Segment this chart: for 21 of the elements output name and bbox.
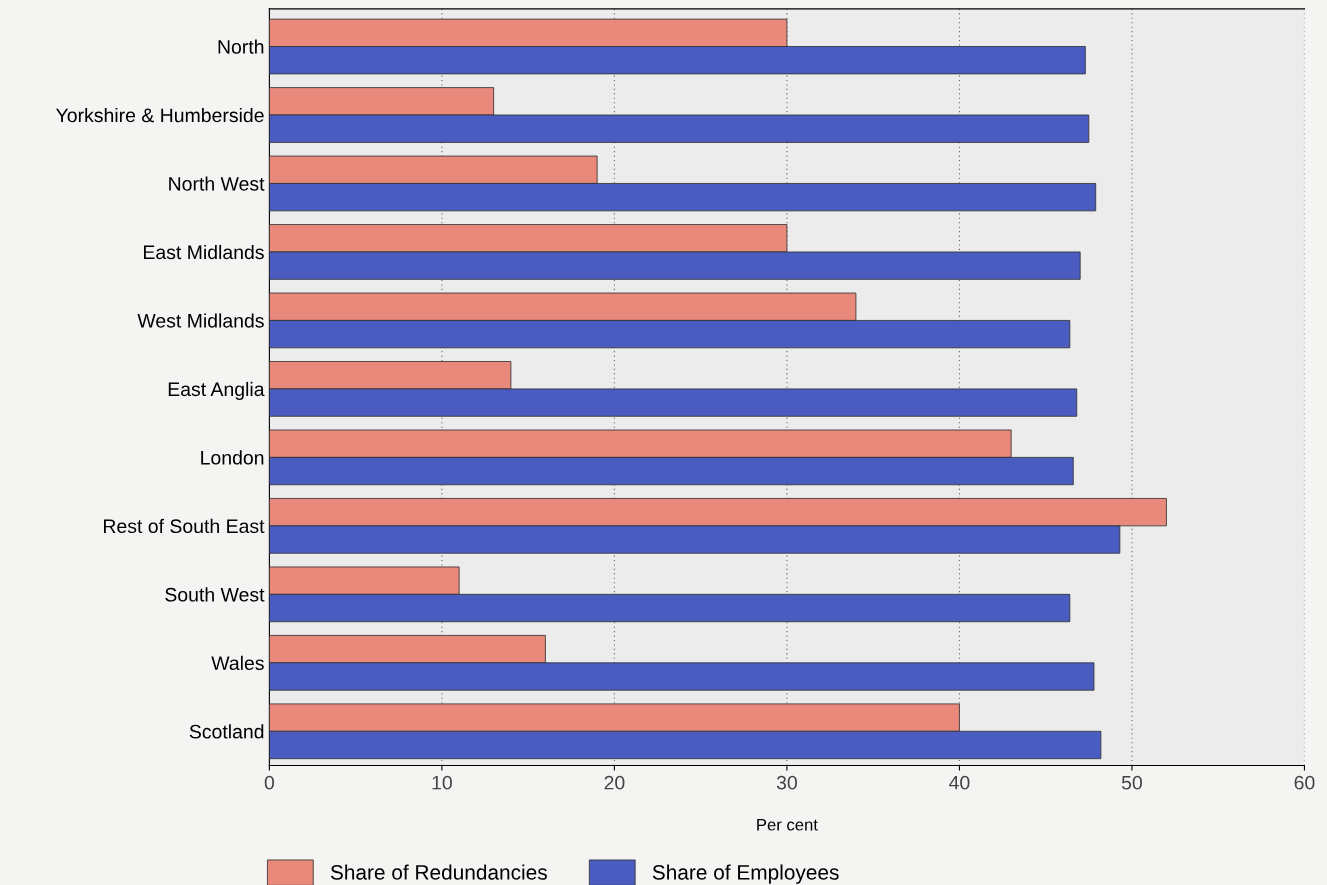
x-tick-label: 50 <box>1121 775 1142 790</box>
y-tick-label: North <box>218 39 264 54</box>
y-tick-label: Rest of South East <box>104 518 265 534</box>
x-tick-label: 20 <box>604 775 625 790</box>
x-axis-title: Per cent <box>757 818 818 831</box>
y-tick-label: West Midlands <box>137 313 264 328</box>
x-tick-label: 60 <box>1294 775 1315 790</box>
y-tick-label: South West <box>165 587 265 602</box>
y-tick-label: Wales <box>211 655 264 671</box>
x-tick-label: 0 <box>264 775 275 790</box>
x-tick-label: 30 <box>776 775 797 790</box>
y-tick-label: Scotland <box>189 724 264 739</box>
legend-label: Share of Employees <box>652 864 839 884</box>
legend-label: Share of Redundancies <box>330 864 547 880</box>
y-tick-label: East Midlands <box>143 244 264 260</box>
y-tick-label: Yorkshire & Humberside <box>56 107 264 123</box>
y-tick-label: London <box>201 450 264 465</box>
x-tick-label: 10 <box>432 775 452 790</box>
y-tick-label: North West <box>169 176 265 191</box>
x-tick-label: 40 <box>949 775 970 790</box>
y-tick-label: East Anglia <box>168 381 265 400</box>
